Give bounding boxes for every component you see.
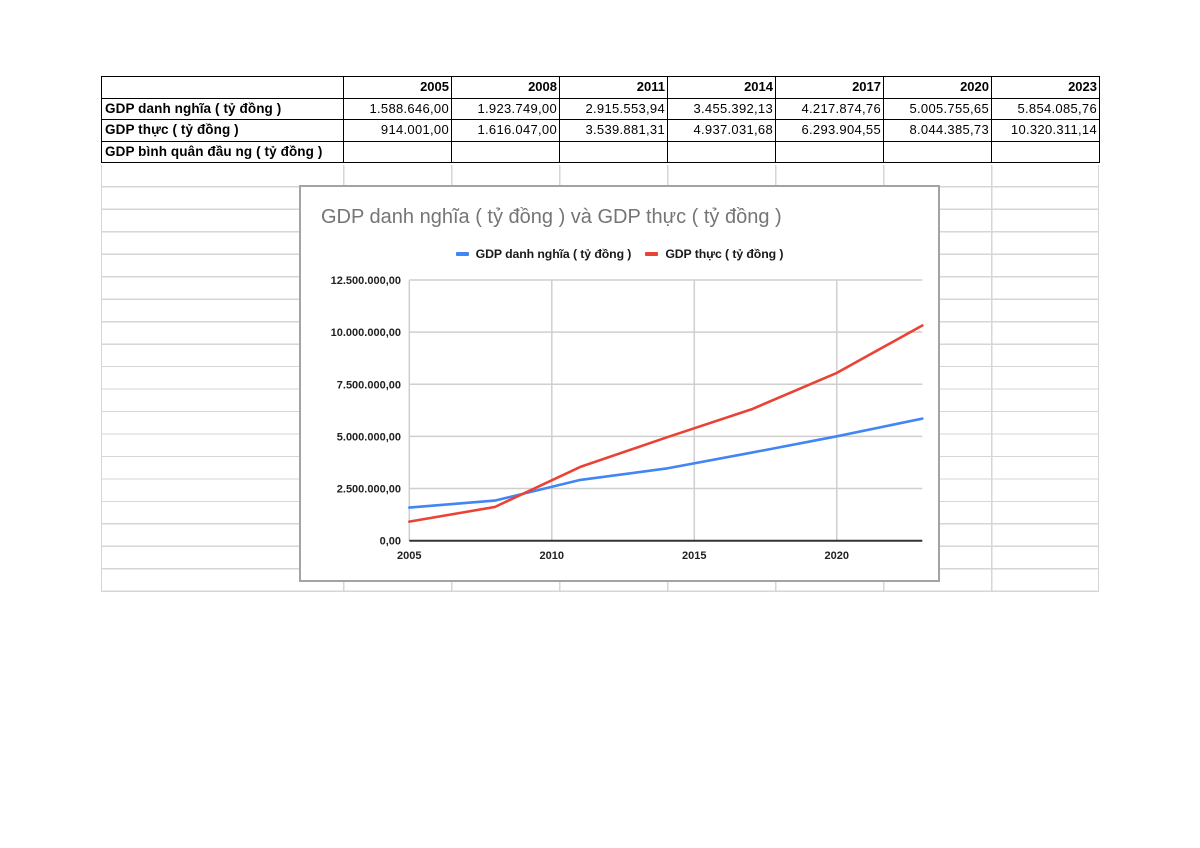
- header-cell-year[interactable]: 2008: [451, 76, 560, 99]
- y-tick-label: 12.500.000,00: [331, 275, 401, 287]
- header-cell-year[interactable]: 2005: [343, 76, 452, 99]
- legend-item-nominal-gdp[interactable]: GDP danh nghĩa ( tỷ đồng ): [455, 247, 632, 261]
- value-cell[interactable]: 4.217.874,76: [775, 97, 884, 120]
- value-cell[interactable]: [451, 140, 560, 163]
- legend-swatch-blue: [455, 252, 469, 256]
- value-cell[interactable]: 914.001,00: [343, 119, 452, 142]
- table-row-real-gdp: GDP thực ( tỷ đồng ) 914.001,00 1.616.04…: [101, 119, 1100, 142]
- x-tick-label: 2015: [682, 550, 706, 562]
- series-line: [408, 324, 924, 523]
- row-label-cell[interactable]: GDP bình quân đầu ng ( tỷ đồng ): [101, 140, 344, 163]
- chart-legend: GDP danh nghĩa ( tỷ đồng ) GDP thực ( tỷ…: [301, 247, 938, 261]
- value-cell[interactable]: 1.616.047,00: [451, 119, 560, 142]
- value-cell[interactable]: 1.923.749,00: [451, 97, 560, 120]
- legend-swatch-red: [645, 252, 659, 256]
- value-cell[interactable]: 8.044.385,73: [883, 119, 992, 142]
- gdp-data-table: 2005 2008 2011 2014 2017 2020 2023 GDP d…: [101, 76, 1100, 163]
- x-tick-label: 2020: [825, 550, 849, 562]
- header-row: 2005 2008 2011 2014 2017 2020 2023: [101, 76, 1100, 99]
- value-cell[interactable]: [991, 140, 1100, 163]
- y-tick-label: 7.500.000,00: [337, 379, 401, 391]
- value-cell[interactable]: 3.539.881,31: [559, 119, 668, 142]
- legend-label: GDP danh nghĩa ( tỷ đồng ): [475, 247, 632, 261]
- table-row-gdp-per-capita: GDP bình quân đầu ng ( tỷ đồng ): [101, 140, 1100, 163]
- value-cell[interactable]: 1.588.646,00: [343, 97, 452, 120]
- header-cell-year[interactable]: 2023: [991, 76, 1100, 99]
- value-cell[interactable]: 6.293.904,55: [775, 119, 884, 142]
- table-row-nominal-gdp: GDP danh nghĩa ( tỷ đồng ) 1.588.646,00 …: [101, 97, 1100, 120]
- header-cell-year[interactable]: 2020: [883, 76, 992, 99]
- header-cell-year[interactable]: 2011: [559, 76, 668, 99]
- legend-item-real-gdp[interactable]: GDP thực ( tỷ đồng ): [645, 247, 783, 261]
- header-cell-year[interactable]: 2017: [775, 76, 884, 99]
- value-cell[interactable]: [883, 140, 992, 163]
- value-cell[interactable]: 5.005.755,65: [883, 97, 992, 120]
- value-cell[interactable]: [775, 140, 884, 163]
- plot-area: 0,00 2.500.000,00 5.000.000,00 7.500.000,00…: [331, 275, 924, 562]
- value-cell[interactable]: [343, 140, 452, 163]
- y-tick-label: 5.000.000,00: [337, 431, 401, 443]
- value-cell[interactable]: 5.854.085,76: [991, 97, 1100, 120]
- chart-title: GDP danh nghĩa ( tỷ đồng ) và GDP thực (…: [321, 206, 782, 228]
- value-cell[interactable]: 10.320.311,14: [991, 119, 1100, 142]
- row-label-cell[interactable]: GDP thực ( tỷ đồng ): [101, 119, 344, 142]
- value-cell[interactable]: [559, 140, 668, 163]
- value-cell[interactable]: 3.455.392,13: [667, 97, 776, 120]
- line-chart[interactable]: 0,00 2.500.000,00 5.000.000,00 7.500.000,00…: [299, 185, 940, 582]
- row-label-cell[interactable]: GDP danh nghĩa ( tỷ đồng ): [101, 97, 344, 120]
- value-cell[interactable]: 2.915.553,94: [559, 97, 668, 120]
- y-tick-label: 10.000.000,00: [331, 327, 401, 339]
- value-cell[interactable]: [667, 140, 776, 163]
- legend-label: GDP thực ( tỷ đồng ): [665, 247, 784, 261]
- y-tick-label: 0,00: [380, 536, 401, 548]
- series-line: [408, 417, 924, 509]
- x-tick-label: 2005: [397, 550, 421, 562]
- header-cell-year[interactable]: 2014: [667, 76, 776, 99]
- value-cell[interactable]: 4.937.031,68: [667, 119, 776, 142]
- x-tick-label: 2010: [540, 550, 564, 562]
- y-tick-label: 2.500.000,00: [337, 484, 401, 496]
- header-cell-corner[interactable]: [101, 76, 344, 99]
